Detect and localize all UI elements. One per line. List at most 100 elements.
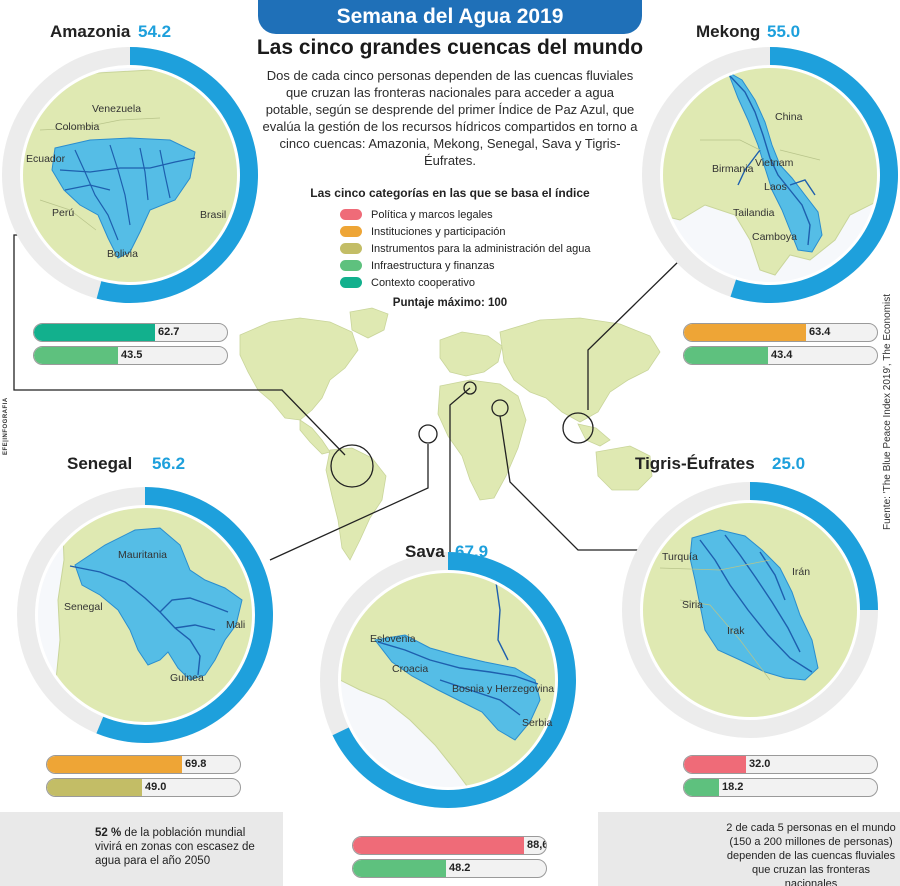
bar-fill bbox=[684, 324, 806, 341]
bar-value: 88,6 bbox=[527, 839, 547, 851]
map-label: Brasil bbox=[200, 209, 226, 221]
basin-area bbox=[51, 137, 196, 259]
basin-title-tigris: Tigris-Éufrates bbox=[635, 454, 755, 473]
stat-panel-left bbox=[0, 812, 283, 886]
bar-fill bbox=[47, 779, 142, 796]
basin-area bbox=[374, 634, 541, 741]
map-markers bbox=[330, 381, 594, 488]
map-label: China bbox=[775, 111, 803, 123]
legend-item: Instituciones y participación bbox=[340, 223, 640, 240]
score-arc bbox=[750, 482, 878, 610]
south-america-shape bbox=[325, 447, 387, 561]
legend-swatch bbox=[340, 277, 362, 288]
map-label: Siria bbox=[682, 599, 703, 611]
bar-value: 63.4 bbox=[809, 326, 831, 338]
bar-value: 48.2 bbox=[449, 862, 471, 874]
central-america-shape bbox=[299, 419, 331, 455]
legend-label: Instrumentos para la administración del … bbox=[371, 242, 591, 255]
bar-amazonia-1: 62.7 bbox=[33, 323, 228, 342]
north-america-shape bbox=[239, 317, 359, 421]
basin-area bbox=[689, 529, 819, 681]
bar-value: 43.5 bbox=[121, 349, 143, 361]
basin-score-sava: 67.9 bbox=[455, 542, 489, 561]
map-label: Irak bbox=[727, 625, 745, 637]
map-label: Turquía bbox=[662, 551, 698, 563]
stat-description: de la población mundial vivirá en zonas … bbox=[95, 827, 255, 867]
basin-score-senegal: 56.2 bbox=[152, 454, 186, 473]
map-label: Irán bbox=[792, 566, 810, 578]
bar-fill bbox=[47, 756, 182, 773]
map-label: Mauritania bbox=[118, 549, 167, 561]
legend-item: Contexto cooperativo bbox=[340, 274, 640, 291]
legend-label: Instituciones y participación bbox=[371, 225, 506, 238]
basin-title-senegal: Senegal bbox=[67, 454, 133, 473]
river-network bbox=[729, 75, 816, 246]
country-borders bbox=[700, 139, 821, 161]
map-label: Guinea bbox=[170, 672, 204, 684]
stat-right-text: 2 de cada 5 personas en el mundo (150 a … bbox=[726, 822, 896, 886]
bar-tigris-1: 32.0 bbox=[683, 755, 878, 774]
marker-tigris bbox=[491, 399, 509, 417]
legend-title: Las cinco categorías en las que se basa … bbox=[310, 186, 590, 200]
basin-amazonia: Venezuela Colombia Ecuador Perú Bolivia … bbox=[2, 47, 258, 303]
basin-title-mekong: Mekong bbox=[696, 22, 761, 41]
map-label: Vietnam bbox=[755, 157, 794, 169]
bar-value: 43.4 bbox=[771, 349, 793, 361]
map-label: Perú bbox=[52, 207, 74, 219]
map-label: Camboya bbox=[752, 231, 797, 243]
bar-fill bbox=[684, 347, 768, 364]
basin-area bbox=[74, 527, 243, 681]
bar-fill bbox=[684, 779, 719, 796]
legend-swatch bbox=[340, 226, 362, 237]
stat-panel-right bbox=[598, 812, 900, 886]
legend-item: Instrumentos para la administración del … bbox=[340, 240, 640, 257]
map-label: Senegal bbox=[64, 601, 103, 613]
river-network bbox=[59, 144, 196, 241]
bar-value: 32.0 bbox=[749, 758, 771, 770]
bar-fill bbox=[353, 860, 446, 877]
legend-item: Política y marcos legales bbox=[340, 206, 640, 223]
basin-area bbox=[727, 70, 823, 253]
connector-tigris bbox=[499, 415, 640, 551]
map-label: Mali bbox=[226, 619, 245, 631]
map-label: Colombia bbox=[55, 121, 100, 133]
country-borders bbox=[39, 117, 161, 231]
legend-label: Contexto cooperativo bbox=[371, 276, 475, 289]
bar-value: 62.7 bbox=[158, 326, 180, 338]
world-map bbox=[239, 307, 661, 561]
bar-senegal-2: 49.0 bbox=[46, 778, 241, 797]
legend-item: Infraestructura y finanzas bbox=[340, 257, 640, 274]
basin-score-amazonia: 54.2 bbox=[138, 22, 172, 41]
australia-shape bbox=[595, 445, 653, 491]
bar-fill bbox=[684, 756, 746, 773]
country-borders bbox=[659, 559, 771, 681]
legend: Política y marcos legales Instituciones … bbox=[340, 206, 640, 291]
bar-mekong-2: 43.4 bbox=[683, 346, 878, 365]
page-title: Las cinco grandes cuencas del mundo bbox=[256, 36, 644, 59]
legend-swatch bbox=[340, 209, 362, 220]
map-label: Ecuador bbox=[26, 153, 66, 165]
connector-senegal bbox=[269, 444, 429, 561]
bar-value: 49.0 bbox=[145, 781, 167, 793]
greenland-shape bbox=[349, 307, 389, 339]
basin-senegal: Mauritania Senegal Mali Guinea bbox=[17, 487, 273, 743]
agency-logo: EFE|INFOGRAFIA bbox=[3, 397, 9, 455]
basin-sava: Eslovenia Croacia Bosnia y Herzegovina S… bbox=[320, 552, 576, 808]
basin-score-mekong: 55.0 bbox=[767, 22, 801, 41]
map-label: Serbia bbox=[522, 717, 553, 729]
banner-title: Semana del Agua 2019 bbox=[258, 0, 642, 34]
map-label: Eslovenia bbox=[370, 633, 416, 645]
bar-sava-2: 48.2 bbox=[352, 859, 547, 878]
map-label: Venezuela bbox=[92, 103, 141, 115]
bar-senegal-1: 69.8 bbox=[46, 755, 241, 774]
source-credit: Fuente: 'The Blue Peace Index 2019', The… bbox=[882, 293, 893, 530]
asia-shape bbox=[499, 317, 661, 423]
map-label: Birmania bbox=[712, 163, 754, 175]
africa-shape bbox=[437, 379, 527, 501]
river-network bbox=[69, 565, 229, 676]
map-label: Croacia bbox=[392, 663, 428, 675]
europe-shape bbox=[439, 331, 503, 377]
marker-amazonia bbox=[330, 444, 374, 488]
